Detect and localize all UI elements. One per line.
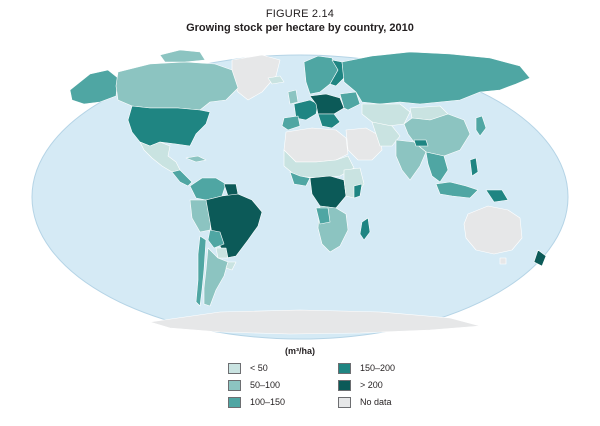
bolivia (207, 229, 225, 249)
tasmania (499, 257, 507, 265)
uruguay (225, 261, 237, 271)
madagascar (359, 217, 371, 241)
caribbean (185, 155, 207, 163)
legend-swatch (338, 362, 351, 374)
west-africa (289, 171, 311, 187)
legend-swatch (228, 379, 241, 391)
legend-label: 100–150 (250, 397, 286, 407)
legend-swatch (338, 396, 351, 408)
usa (127, 105, 211, 147)
philippines (469, 157, 479, 177)
antarctica (149, 309, 481, 335)
congo (309, 175, 347, 209)
se-asia (425, 151, 449, 183)
legend-item: No data (338, 395, 392, 409)
bhutan (413, 139, 429, 147)
legend-title: (m³/ha) (285, 346, 315, 356)
legend-swatch (228, 396, 241, 408)
australia (463, 205, 523, 255)
kenya (353, 183, 363, 199)
legend-item: < 50 (228, 361, 268, 375)
balkans (317, 113, 341, 129)
legend-item: > 200 (338, 378, 383, 392)
colombia-venezuela (189, 177, 227, 201)
legend: < 50 50–100 100–150 150–200 > 200 No dat… (228, 361, 428, 411)
uk (287, 89, 299, 105)
central-europe (309, 93, 345, 115)
paraguay (215, 247, 229, 259)
argentina (203, 247, 229, 307)
legend-label: No data (360, 397, 392, 407)
legend-swatch (338, 379, 351, 391)
figure-title: Growing stock per hectare by country, 20… (186, 22, 414, 34)
legend-label: 150–200 (360, 363, 396, 373)
png (485, 189, 509, 203)
alaska (69, 69, 119, 105)
chile (195, 235, 207, 307)
indonesia (435, 181, 479, 199)
central-america (171, 169, 193, 187)
legend-label: > 200 (360, 380, 383, 390)
iberia (281, 115, 301, 131)
figure-label: FIGURE 2.14 (265, 8, 335, 20)
legend-label: 50–100 (250, 380, 281, 390)
canada (115, 61, 239, 111)
new-zealand (533, 249, 547, 267)
legend-item: 100–150 (228, 395, 285, 409)
north-africa (283, 127, 349, 163)
angola (315, 207, 331, 225)
legend-label: < 50 (250, 363, 268, 373)
arctic-islands (159, 49, 206, 63)
mexico (139, 141, 181, 173)
legend-item: 50–100 (228, 378, 280, 392)
iran (371, 121, 401, 147)
japan (475, 115, 487, 137)
middle-east (345, 127, 383, 161)
legend-item: 150–200 (338, 361, 395, 375)
ukraine (339, 91, 361, 111)
iceland (267, 75, 285, 85)
legend-swatch (228, 362, 241, 374)
russia (341, 51, 531, 105)
